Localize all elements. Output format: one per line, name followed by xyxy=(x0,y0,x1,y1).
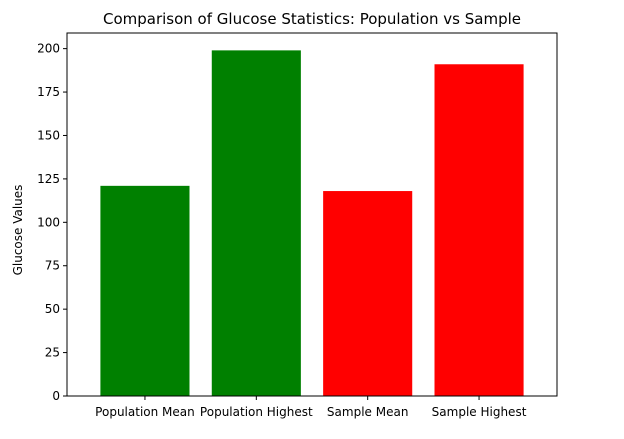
y-tick-label: 75 xyxy=(45,259,60,273)
y-tick-label: 25 xyxy=(45,346,60,360)
bars-group xyxy=(100,50,524,397)
bar-sample-mean xyxy=(323,191,413,396)
y-tick-label: 175 xyxy=(37,85,60,99)
y-axis-label: Glucose Values xyxy=(11,185,25,276)
y-ticks-group: 0 25 50 75 100 125 150 175 200 xyxy=(37,42,67,403)
y-tick-label: 125 xyxy=(37,172,60,186)
x-tick-label: Sample Mean xyxy=(327,405,409,419)
y-tick-label: 150 xyxy=(37,128,60,142)
bar-population-highest xyxy=(211,50,301,397)
x-ticks-group: Population Mean Population Highest Sample … xyxy=(95,396,527,419)
y-tick-label: 100 xyxy=(37,215,60,229)
bar-sample-highest xyxy=(434,64,524,397)
chart-title: Comparison of Glucose Statistics: Popula… xyxy=(103,10,521,28)
plot-frame xyxy=(66,32,558,397)
x-tick-label: Population Highest xyxy=(200,405,313,419)
x-tick-label: Sample Highest xyxy=(432,405,527,419)
y-tick-label: 0 xyxy=(52,389,60,403)
y-tick-label: 50 xyxy=(45,302,60,316)
y-tick-label: 200 xyxy=(37,42,60,56)
x-tick-label: Population Mean xyxy=(95,405,195,419)
bar-population-mean xyxy=(100,185,190,396)
